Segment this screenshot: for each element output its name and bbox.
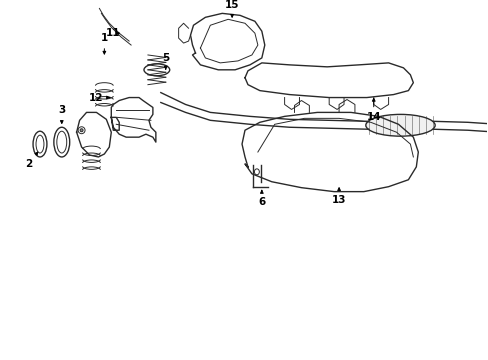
Text: 14: 14	[366, 98, 380, 122]
Text: 1: 1	[101, 33, 108, 54]
Text: 13: 13	[331, 188, 346, 204]
Text: 15: 15	[224, 0, 239, 17]
Text: 3: 3	[58, 105, 65, 123]
Text: 8: 8	[0, 359, 1, 360]
Text: 7: 7	[0, 359, 1, 360]
Text: 12: 12	[89, 93, 109, 103]
Text: 6: 6	[258, 190, 265, 207]
Text: 16: 16	[0, 359, 1, 360]
Text: 4: 4	[0, 359, 1, 360]
Text: 17: 17	[0, 359, 1, 360]
Ellipse shape	[365, 114, 434, 136]
Text: 9: 9	[0, 359, 1, 360]
Text: 2: 2	[25, 152, 38, 169]
Text: 10: 10	[0, 359, 1, 360]
Text: 5: 5	[162, 53, 169, 69]
Text: 11: 11	[106, 28, 120, 38]
Ellipse shape	[80, 129, 83, 132]
